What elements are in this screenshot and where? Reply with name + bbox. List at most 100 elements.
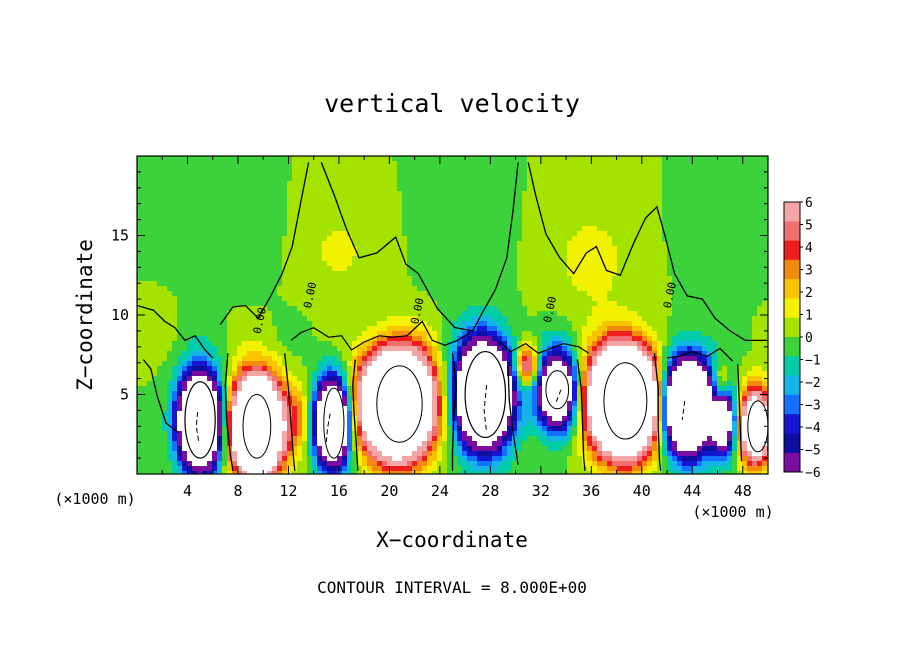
field-cell: [147, 271, 153, 277]
field-cell: [602, 211, 608, 217]
field-cell: [492, 236, 498, 242]
field-cell: [467, 246, 473, 252]
field-cell: [697, 301, 703, 307]
field-cell: [417, 176, 423, 182]
field-cell: [282, 176, 288, 182]
field-cell: [237, 241, 243, 247]
field-cell: [417, 226, 423, 232]
field-cell: [667, 311, 673, 317]
field-cell: [392, 341, 398, 347]
field-cell: [532, 301, 538, 307]
field-cell: [527, 226, 533, 232]
field-cell: [202, 281, 208, 287]
field-cell: [347, 341, 353, 347]
field-cell: [732, 271, 738, 277]
field-cell: [312, 286, 318, 292]
field-cell: [437, 331, 443, 337]
field-cell: [402, 331, 408, 337]
field-cell: [237, 261, 243, 267]
field-cell: [577, 281, 583, 287]
field-cell: [682, 171, 688, 177]
field-cell: [502, 241, 508, 247]
field-cell: [557, 286, 563, 292]
field-cell: [182, 291, 188, 297]
field-cell: [307, 211, 313, 217]
field-cell: [232, 266, 238, 272]
field-cell: [657, 181, 663, 187]
field-cell: [192, 296, 198, 302]
field-cell: [257, 251, 263, 257]
field-cell: [747, 266, 753, 272]
field-cell: [582, 321, 588, 327]
field-cell: [192, 336, 198, 342]
field-cell: [247, 326, 253, 332]
field-cell: [602, 341, 608, 347]
field-cell: [377, 161, 383, 167]
field-cell: [442, 206, 448, 212]
field-cell: [582, 226, 588, 232]
field-cell: [717, 201, 723, 207]
field-cell: [362, 216, 368, 222]
field-cell: [392, 236, 398, 242]
field-cell: [562, 241, 568, 247]
field-cell: [402, 316, 408, 322]
field-cell: [437, 191, 443, 197]
field-cell: [427, 191, 433, 197]
field-cell: [227, 156, 233, 162]
field-cell: [557, 256, 563, 262]
field-cell: [627, 331, 633, 337]
field-cell: [142, 181, 148, 187]
field-cell: [162, 341, 168, 347]
field-cell: [407, 231, 413, 237]
field-cell: [427, 226, 433, 232]
field-cell: [442, 306, 448, 312]
field-cell: [397, 291, 403, 297]
field-cell: [212, 286, 218, 292]
field-cell: [262, 351, 268, 357]
field-cell: [587, 241, 593, 247]
field-cell: [237, 256, 243, 262]
field-cell: [542, 336, 548, 342]
field-cell: [557, 211, 563, 217]
field-cell: [417, 346, 423, 352]
field-cell: [722, 171, 728, 177]
field-cell: [747, 281, 753, 287]
field-cell: [327, 286, 333, 292]
field-cell: [287, 316, 293, 322]
field-cell: [752, 326, 758, 332]
field-cell: [682, 256, 688, 262]
field-cell: [297, 276, 303, 282]
field-cell: [562, 231, 568, 237]
field-cell: [762, 216, 768, 222]
field-cell: [317, 331, 323, 337]
field-cell: [732, 261, 738, 267]
field-cell: [182, 166, 188, 172]
field-cell: [752, 331, 758, 337]
field-cell: [577, 306, 583, 312]
field-cell: [697, 171, 703, 177]
field-cell: [162, 181, 168, 187]
field-cell: [427, 301, 433, 307]
field-cell: [472, 331, 478, 337]
field-cell: [707, 216, 713, 222]
field-cell: [332, 301, 338, 307]
field-cell: [227, 171, 233, 177]
field-cell: [682, 321, 688, 327]
field-cell: [267, 231, 273, 237]
field-cell: [562, 326, 568, 332]
field-cell: [517, 166, 523, 172]
field-cell: [282, 296, 288, 302]
field-cell: [542, 266, 548, 272]
field-cell: [357, 281, 363, 287]
field-cell: [527, 291, 533, 297]
field-cell: [547, 336, 553, 342]
field-cell: [427, 186, 433, 192]
field-cell: [447, 306, 453, 312]
field-cell: [752, 186, 758, 192]
field-cell: [262, 251, 268, 257]
field-cell: [352, 226, 358, 232]
field-cell: [662, 206, 668, 212]
field-cell: [302, 281, 308, 287]
field-cell: [337, 271, 343, 277]
field-cell: [697, 331, 703, 337]
